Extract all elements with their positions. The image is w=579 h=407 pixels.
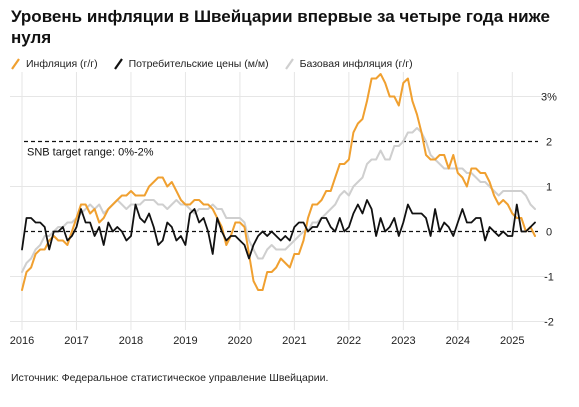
x-tick-label: 2021	[282, 335, 306, 347]
cpi-line	[21, 199, 536, 260]
x-tick-label: 2017	[64, 335, 88, 347]
legend-item-core: Базовая инфляция (г/г)	[284, 58, 413, 70]
target-range-label: SNB target range: 0%-2%	[27, 147, 154, 159]
x-tick-label: 2025	[500, 335, 524, 347]
x-axis: 2016 2017 2018 2019 2020 2021 2022 2023 2024 2025	[10, 335, 525, 347]
y-tick-label: -2	[544, 317, 554, 329]
y-tick-label: -1	[544, 272, 554, 284]
source-note: Источник: Федеральное статистическое упр…	[11, 372, 329, 384]
legend: Инфляция (г/г) Потребительские цены (м/м…	[11, 56, 576, 72]
legend-item-inflation: Инфляция (г/г)	[11, 58, 98, 70]
series-layer	[21, 73, 536, 291]
chart-title: Уровень инфляции в Швейцарии впервые за …	[11, 7, 550, 47]
legend-label-inflation: Инфляция (г/г)	[26, 58, 98, 70]
x-tick-label: 2023	[391, 335, 415, 347]
line-chart: SNB target range: 0%-2% 2016 2017 2018 2019…	[10, 72, 557, 347]
y-axis: 3% 2 1 0 -1 -2	[541, 92, 557, 329]
x-tick-label: 2019	[173, 335, 197, 347]
grid-layer	[10, 72, 547, 330]
y-tick-label: 3%	[541, 92, 557, 104]
y-tick-label: 1	[546, 182, 552, 194]
legend-swatch-core-icon	[284, 58, 294, 70]
y-tick-label: 0	[546, 227, 552, 239]
legend-swatch-cpi-icon	[113, 58, 123, 70]
x-tick-label: 2018	[119, 335, 143, 347]
inflation-line	[21, 73, 536, 291]
legend-swatch-inflation-icon	[11, 58, 20, 70]
legend-item-cpi: Потребительские цены (м/м)	[113, 58, 269, 70]
x-tick-label: 2024	[446, 335, 470, 347]
x-tick-label: 2020	[228, 335, 252, 347]
x-tick-label: 2022	[337, 335, 361, 347]
legend-label-core: Базовая инфляция (г/г)	[299, 58, 413, 70]
y-tick-label: 2	[546, 137, 552, 149]
legend-label-cpi: Потребительские цены (м/м)	[128, 58, 269, 70]
annotation-layer: SNB target range: 0%-2%	[24, 140, 538, 233]
x-tick-label: 2016	[10, 335, 34, 347]
